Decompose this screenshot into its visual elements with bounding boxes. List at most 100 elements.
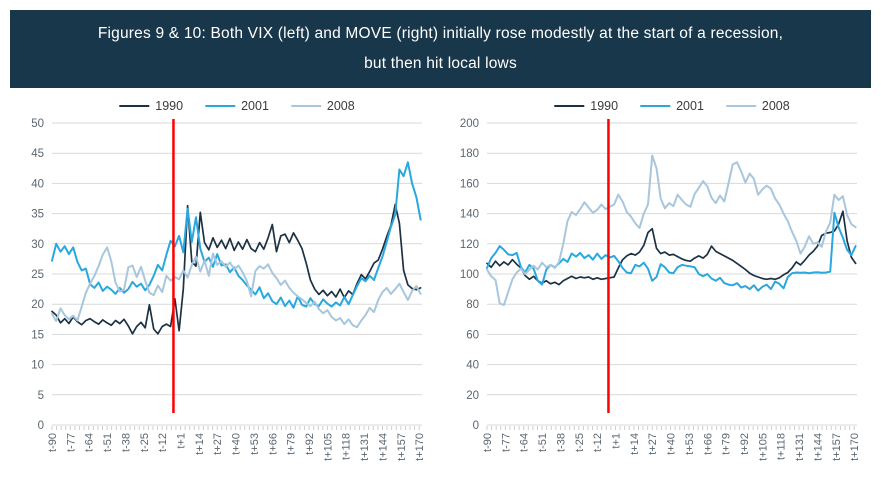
- y-tick-label: 50: [31, 118, 44, 130]
- legend-label-2001: 2001: [241, 99, 269, 113]
- x-tick-label: t-12: [157, 433, 169, 452]
- vix-plot: 0 5 10 15 20 25 30 35 40 45 50 t-90 t-77 t-64 t-51 t-38…: [31, 118, 426, 461]
- y-tick-label: 180: [460, 148, 479, 160]
- x-tick-label: t-38: [120, 433, 132, 452]
- y-tick-label: 0: [38, 420, 44, 432]
- x-tick-label: t-64: [84, 433, 96, 452]
- y-tick-label: 60: [466, 329, 479, 341]
- x-tick-label: t+66: [267, 433, 279, 455]
- y-tick-label: 20: [31, 299, 44, 311]
- x-tick-label: t-90: [47, 433, 59, 452]
- y-tick-label: 100: [460, 269, 479, 281]
- series-line-2008: [486, 154, 857, 306]
- x-tick-label: t+157: [396, 433, 408, 461]
- x-tick-label: t+79: [286, 433, 298, 455]
- y-tick-label: 160: [460, 178, 479, 190]
- series-line-1990: [486, 210, 857, 286]
- y-axis-labels: 0 20 40 60 80 100 120 140 160 180 200: [460, 118, 479, 432]
- title-line-1: Figures 9 & 10: Both VIX (left) and MOVE…: [97, 25, 784, 42]
- x-tick-label: t+27: [647, 433, 659, 455]
- x-tick-label: t+92: [739, 433, 751, 455]
- x-tick-label: t+144: [813, 433, 825, 461]
- y-tick-label: 15: [31, 329, 44, 341]
- x-tick-label: t-38: [555, 433, 567, 452]
- y-tick-label: 80: [466, 299, 479, 311]
- x-tick-label: t+105: [322, 433, 334, 461]
- legend-item-2001: 2001: [640, 99, 704, 113]
- y-tick-label: 140: [460, 209, 479, 221]
- title-line-2: but then hit local lows: [364, 55, 517, 72]
- x-tick-label: t+27: [212, 433, 224, 455]
- x-tick-label: t-64: [519, 433, 531, 452]
- charts-row: 1990 2001 2008 0 5 10 15 20 25 30 35 40 45 50 t-90 t…: [0, 95, 881, 483]
- x-tick-label: t+40: [666, 433, 678, 455]
- title-banner: Figures 9 & 10: Both VIX (left) and MOVE…: [10, 10, 871, 88]
- x-tick-label: t+1: [611, 433, 623, 449]
- x-tick-label: t+105: [757, 433, 769, 461]
- page: Figures 9 & 10: Both VIX (left) and MOVE…: [0, 10, 881, 483]
- y-tick-label: 10: [31, 360, 44, 372]
- x-axis-minor-ticks: [486, 426, 855, 430]
- legend-item-1990: 1990: [119, 99, 183, 113]
- legend-label-1990: 1990: [155, 99, 184, 113]
- x-tick-label: t-12: [592, 433, 604, 452]
- y-tick-label: 5: [38, 390, 44, 402]
- gridlines: [487, 122, 857, 426]
- legend-item-1990: 1990: [554, 99, 618, 113]
- x-tick-label: t+79: [721, 433, 733, 455]
- series-line-2001: [486, 211, 857, 292]
- x-tick-label: t+157: [831, 433, 843, 461]
- legend-line-2008-icon: [725, 104, 756, 108]
- x-tick-label: t+118: [341, 433, 353, 460]
- series-line-2008: [51, 246, 422, 329]
- x-tick-label: t+131: [794, 433, 806, 461]
- y-tick-label: 40: [466, 360, 479, 372]
- x-tick-label: t+40: [231, 433, 243, 455]
- legend-item-2008: 2008: [725, 99, 790, 113]
- series-line-1990: [51, 203, 422, 335]
- y-tick-label: 30: [31, 239, 44, 251]
- vix-legend: 1990 2001 2008: [119, 99, 355, 113]
- legend-line-1990-icon: [554, 104, 585, 108]
- y-tick-label: 200: [460, 118, 479, 130]
- legend-line-1990-icon: [119, 104, 150, 108]
- legend-line-2001-icon: [205, 104, 236, 108]
- vix-chart: 1990 2001 2008 0 5 10 15 20 25 30 35 40 45 50 t-90 t…: [8, 95, 438, 483]
- legend-label-2008: 2008: [326, 99, 355, 113]
- x-tick-label: t-25: [574, 433, 586, 452]
- x-tick-label: t+92: [304, 433, 316, 455]
- x-tick-label: t-51: [102, 433, 114, 452]
- series-line-2001: [51, 161, 422, 309]
- x-tick-label: t-77: [500, 433, 512, 452]
- legend-label-2008: 2008: [761, 99, 790, 113]
- x-tick-label: t+14: [194, 433, 206, 455]
- x-axis-labels: t-90 t-77 t-64 t-51 t-38 t-25 t-12 t+1 t+14 t+27 t…: [47, 433, 426, 461]
- legend-item-2008: 2008: [290, 99, 355, 113]
- y-tick-label: 25: [31, 269, 44, 281]
- legend-line-2001-icon: [640, 104, 671, 108]
- x-axis-minor-ticks: [51, 426, 420, 430]
- plot-lines: [486, 154, 857, 306]
- x-tick-label: t+144: [378, 433, 390, 461]
- x-tick-label: t+53: [249, 433, 261, 455]
- x-tick-label: t+170: [849, 433, 861, 461]
- x-tick-label: t+53: [684, 433, 696, 455]
- y-tick-label: 120: [460, 239, 479, 251]
- x-tick-label: t-25: [139, 433, 151, 452]
- x-tick-label: t-90: [482, 433, 494, 452]
- x-tick-label: t+1: [176, 433, 188, 449]
- x-tick-label: t+131: [359, 433, 371, 461]
- x-axis-labels: t-90 t-77 t-64 t-51 t-38 t-25 t-12 t+1 t+14 t+27 t…: [482, 433, 861, 461]
- y-tick-label: 35: [31, 209, 44, 221]
- y-tick-label: 40: [31, 178, 44, 190]
- y-axis-labels: 0 5 10 15 20 25 30 35 40 45 50: [31, 118, 44, 432]
- x-tick-label: t+66: [702, 433, 714, 455]
- x-tick-label: t+14: [629, 433, 641, 455]
- x-tick-label: t-77: [65, 433, 77, 452]
- x-tick-label: t+118: [776, 433, 788, 460]
- legend-item-2001: 2001: [205, 99, 269, 113]
- plot-lines: [51, 161, 422, 335]
- x-tick-label: t+170: [414, 433, 426, 461]
- legend-label-2001: 2001: [676, 99, 704, 113]
